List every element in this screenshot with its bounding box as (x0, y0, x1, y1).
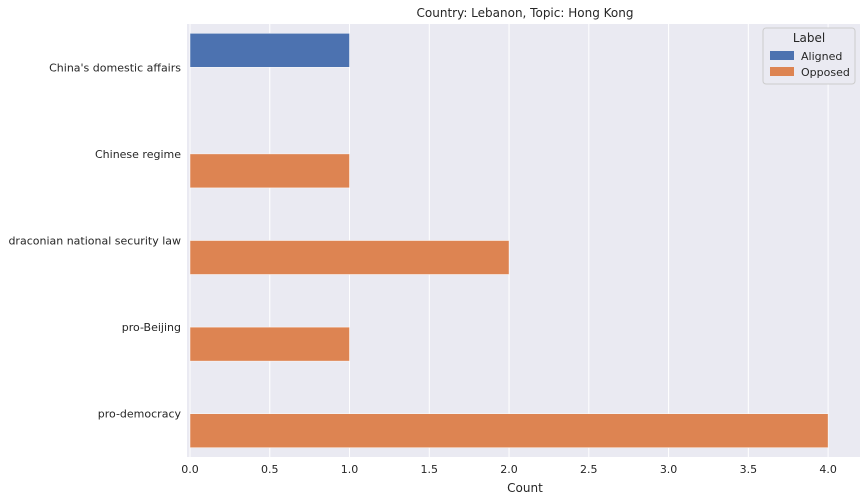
x-axis-title: Count (507, 481, 543, 495)
x-tick-label: 0.5 (261, 463, 279, 476)
legend-label-opposed: Opposed (801, 66, 850, 79)
chart-title: Country: Lebanon, Topic: Hong Kong (417, 6, 634, 20)
legend-swatch-opposed (770, 67, 794, 76)
category-label: pro-Beijing (122, 321, 181, 334)
bars (189, 33, 829, 448)
bar-aligned (189, 33, 350, 68)
category-label: China's domestic affairs (49, 61, 181, 74)
legend-label-aligned: Aligned (801, 50, 842, 63)
category-labels: China's domestic affairs Chinese regime dr… (8, 61, 181, 420)
category-label: draconian national security law (8, 235, 181, 248)
bar-opposed (189, 326, 350, 362)
x-tick-label: 1.5 (421, 463, 439, 476)
category-label: pro-democracy (98, 408, 182, 421)
legend-title: Label (793, 31, 825, 45)
category-label: Chinese regime (95, 148, 181, 161)
x-tick-label: 3.0 (660, 463, 678, 476)
bar-opposed (189, 413, 829, 448)
bar-opposed (189, 240, 510, 275)
x-tick-label: 2.0 (500, 463, 518, 476)
x-tick-label: 0.0 (181, 463, 199, 476)
bar-opposed (189, 153, 350, 189)
x-tick-labels: 0.0 0.5 1.0 1.5 2.0 2.5 3.0 3.5 4.0 (181, 463, 837, 476)
x-tick-label: 1.0 (341, 463, 359, 476)
x-tick-label: 2.5 (580, 463, 598, 476)
legend-swatch-aligned (770, 51, 794, 60)
x-tick-label: 3.5 (740, 463, 758, 476)
legend: Label Aligned Opposed (762, 27, 856, 85)
x-tick-label: 4.0 (819, 463, 837, 476)
